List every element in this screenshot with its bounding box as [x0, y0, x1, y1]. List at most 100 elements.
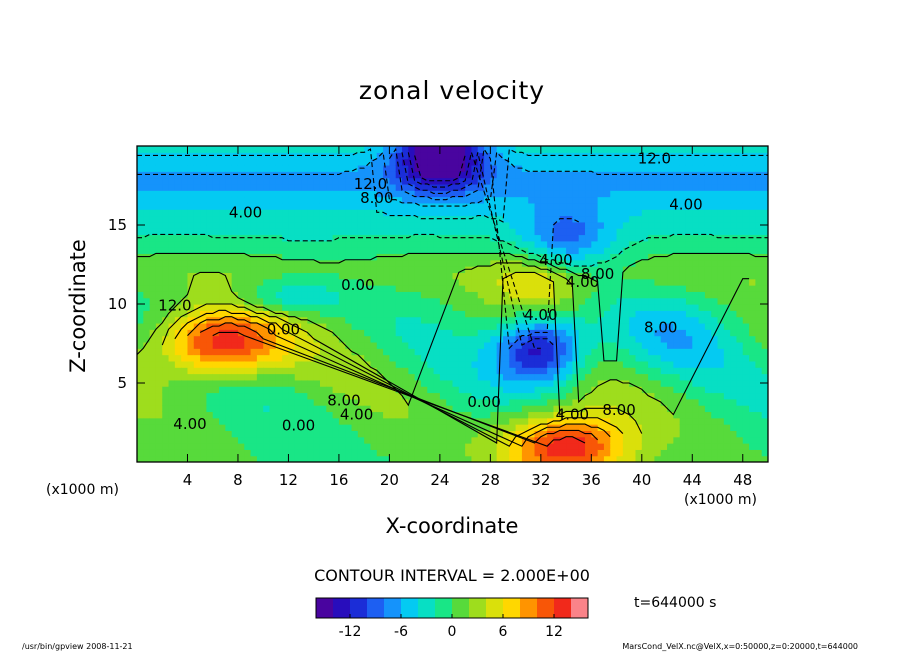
field-cell	[585, 285, 592, 292]
field-cell	[168, 259, 176, 267]
field-cell	[521, 177, 529, 185]
field-cell	[749, 215, 756, 223]
field-cell	[155, 278, 163, 286]
field-cell	[679, 430, 687, 438]
field-cell	[402, 436, 409, 444]
field-cell	[761, 304, 768, 311]
field-cell	[711, 177, 719, 185]
field-cell	[420, 405, 428, 413]
field-cell	[484, 398, 491, 406]
field-cell	[477, 443, 485, 450]
field-cell	[654, 164, 662, 172]
field-cell	[566, 285, 573, 292]
field-cell	[219, 259, 226, 267]
field-cell	[319, 272, 327, 280]
field-cell	[143, 430, 151, 438]
field-cell	[622, 272, 630, 280]
field-cell	[187, 152, 195, 160]
field-cell	[572, 215, 580, 223]
field-cell	[578, 348, 586, 356]
field-cell	[345, 367, 353, 375]
field-cell	[225, 177, 233, 185]
field-cell	[212, 297, 220, 305]
field-cell	[364, 221, 372, 229]
field-cell	[219, 360, 226, 368]
field-cell	[364, 146, 372, 153]
field-cell	[502, 291, 510, 299]
field-cell	[263, 329, 271, 337]
field-cell	[515, 171, 523, 179]
field-cell	[162, 190, 170, 198]
field-cell	[635, 373, 643, 381]
field-cell	[364, 247, 372, 255]
field-cell	[137, 455, 144, 462]
field-cell	[427, 247, 435, 255]
field-cell	[711, 291, 719, 299]
field-cell	[660, 209, 668, 217]
field-cell	[200, 360, 208, 368]
field-cell	[319, 417, 327, 425]
field-cell	[326, 411, 334, 419]
field-cell	[402, 234, 409, 242]
field-cell	[616, 228, 624, 236]
field-cell	[168, 285, 176, 292]
field-cell	[622, 329, 630, 337]
field-cell	[162, 304, 170, 311]
field-cell	[162, 354, 170, 362]
field-cell	[502, 253, 510, 261]
field-cell	[326, 215, 334, 223]
field-cell	[547, 228, 555, 236]
field-cell	[711, 190, 719, 198]
field-cell	[755, 392, 763, 400]
field-cell	[515, 354, 523, 362]
field-cell	[376, 183, 384, 191]
field-cell	[616, 379, 624, 387]
field-cell	[155, 310, 163, 318]
field-cell	[288, 329, 296, 337]
field-cell	[168, 367, 176, 375]
field-cell	[395, 379, 403, 387]
field-cell	[332, 329, 340, 337]
field-cell	[402, 291, 409, 299]
field-cell	[496, 228, 504, 236]
field-cell	[629, 240, 637, 248]
field-cell	[370, 436, 378, 444]
field-cell	[420, 221, 428, 229]
field-cell	[736, 436, 744, 444]
field-cell	[566, 177, 573, 185]
field-cell	[540, 405, 548, 413]
field-cell	[698, 341, 706, 349]
field-cell	[364, 354, 372, 362]
field-cell	[319, 373, 327, 381]
field-cell	[143, 348, 151, 356]
field-cell	[484, 455, 491, 462]
field-cell	[225, 398, 233, 406]
field-cell	[654, 379, 662, 387]
field-cell	[275, 329, 283, 337]
field-cell	[357, 297, 365, 305]
field-cell	[490, 177, 498, 185]
field-cell	[162, 272, 170, 280]
field-cell	[528, 449, 536, 457]
field-cell	[313, 379, 321, 387]
field-cell	[698, 405, 706, 413]
field-cell	[673, 221, 681, 229]
field-cell	[370, 266, 378, 273]
field-cell	[648, 209, 656, 217]
field-cell	[730, 196, 738, 204]
field-cell	[578, 411, 586, 419]
field-cell	[256, 215, 264, 223]
field-cell	[534, 278, 542, 286]
field-cell	[673, 373, 681, 381]
field-cell	[484, 247, 491, 255]
field-cell	[187, 278, 195, 286]
field-cell	[736, 158, 744, 166]
field-cell	[200, 221, 208, 229]
field-cell	[181, 228, 189, 236]
field-cell	[212, 341, 220, 349]
field-cell	[730, 322, 738, 330]
field-cell	[603, 228, 611, 236]
field-cell	[597, 171, 605, 179]
field-cell	[149, 177, 157, 185]
field-cell	[307, 297, 315, 305]
